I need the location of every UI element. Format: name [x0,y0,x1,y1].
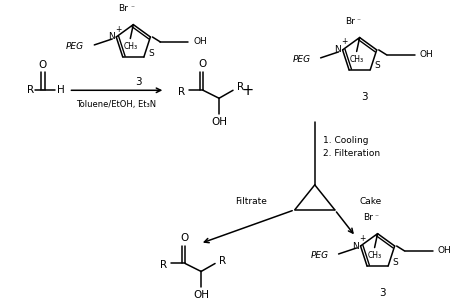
Text: OH: OH [438,246,451,256]
Text: ⁻: ⁻ [374,212,379,221]
Text: OH: OH [211,117,227,127]
Text: CH₃: CH₃ [123,42,137,51]
Text: S: S [374,62,380,70]
Text: Cake: Cake [360,197,382,206]
Text: Br: Br [345,17,355,26]
Text: S: S [392,257,398,267]
Text: R: R [160,260,167,271]
Text: +: + [341,38,348,46]
Text: Br: Br [363,213,373,222]
Text: R: R [219,256,227,266]
Text: 3: 3 [361,92,368,102]
Text: O: O [180,233,188,242]
Text: CH₃: CH₃ [367,251,382,260]
Text: PEG: PEG [292,56,310,64]
Text: +: + [359,234,366,242]
Text: OH: OH [193,38,207,46]
Text: OH: OH [193,290,209,300]
Text: 3: 3 [379,288,386,298]
Text: Br: Br [118,4,128,13]
Text: O: O [38,60,47,70]
Text: ⁻: ⁻ [130,3,134,12]
Text: +: + [242,83,254,98]
Text: PEG: PEG [66,42,84,52]
Text: O: O [198,59,206,70]
Text: R: R [237,82,245,92]
Text: ⁻: ⁻ [356,16,361,25]
Text: 1. Cooling: 1. Cooling [323,135,368,145]
Text: N: N [334,45,341,54]
Text: Filtrate: Filtrate [235,197,267,206]
Text: H: H [57,85,64,95]
Text: R: R [178,87,185,97]
Text: CH₃: CH₃ [350,55,364,64]
Text: PEG: PEG [310,251,328,260]
Text: S: S [148,48,154,58]
Text: N: N [108,32,115,41]
Text: +: + [115,24,121,34]
Text: 3: 3 [135,77,142,87]
Text: N: N [352,242,359,250]
Text: Toluene/EtOH, Et₃N: Toluene/EtOH, Et₃N [76,100,156,109]
Text: 2. Filteration: 2. Filteration [323,149,380,159]
Text: R: R [27,85,34,95]
Text: OH: OH [419,50,433,59]
